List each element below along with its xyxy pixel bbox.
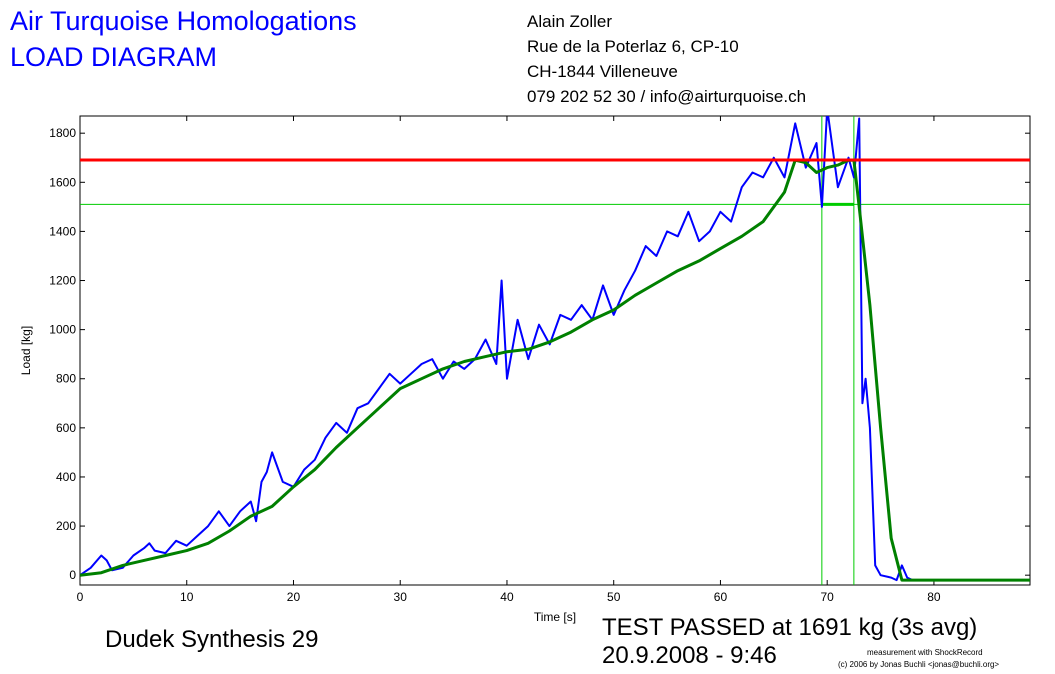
y-tick-label: 600 bbox=[56, 421, 76, 435]
credit-line-1: measurement with ShockRecord bbox=[867, 648, 983, 657]
x-tick-label: 20 bbox=[287, 590, 301, 604]
y-tick-label: 400 bbox=[56, 470, 76, 484]
x-tick-label: 40 bbox=[500, 590, 514, 604]
y-tick-label: 1000 bbox=[49, 323, 76, 337]
test-result: TEST PASSED at 1691 kg (3s avg) bbox=[602, 614, 978, 641]
x-tick-label: 70 bbox=[821, 590, 835, 604]
test-datetime: 20.9.2008 - 9:46 bbox=[602, 642, 777, 669]
address-line-3: CH-1844 Villeneuve bbox=[527, 62, 678, 81]
address-line-1: Alain Zoller bbox=[527, 12, 613, 31]
plot-area bbox=[79, 115, 1031, 586]
y-tick-label: 1600 bbox=[49, 175, 76, 189]
plot-layer: 0 10 20 30 40 50 60 70 8002004006008001000120014… bbox=[19, 115, 1031, 624]
plot-content bbox=[80, 116, 1030, 585]
x-tick-label: 30 bbox=[394, 590, 408, 604]
x-tick-label: 80 bbox=[927, 590, 941, 604]
x-tick-label: 60 bbox=[714, 590, 728, 604]
x-tick-label: 10 bbox=[180, 590, 194, 604]
header-doc-type: LOAD DIAGRAM bbox=[10, 42, 218, 72]
y-axis-label: Load [kg] bbox=[19, 326, 33, 375]
y-tick-label: 1800 bbox=[49, 126, 76, 140]
y-tick-label: 200 bbox=[56, 519, 76, 533]
address-line-4: 079 202 52 30 / info@airturquoise.ch bbox=[527, 87, 807, 106]
header-company: Air Turquoise Homologations bbox=[10, 6, 357, 36]
x-tick-label: 50 bbox=[607, 590, 621, 604]
y-tick-label: 800 bbox=[56, 372, 76, 386]
y-tick-label: 1200 bbox=[49, 274, 76, 288]
x-tick-label: 0 bbox=[77, 590, 84, 604]
credit-line-2: (c) 2006 by Jonas Buchli <jonas@buchli.o… bbox=[838, 660, 1000, 669]
address-line-2: Rue de la Poterlaz 6, CP-10 bbox=[527, 37, 739, 56]
y-tick-label: 1400 bbox=[49, 224, 76, 238]
y-tick-label: 0 bbox=[69, 568, 76, 582]
series-line-avg bbox=[80, 158, 1030, 582]
x-axis-label: Time [s] bbox=[534, 610, 576, 624]
glider-name: Dudek Synthesis 29 bbox=[105, 626, 319, 653]
series-line-raw bbox=[80, 116, 1030, 582]
